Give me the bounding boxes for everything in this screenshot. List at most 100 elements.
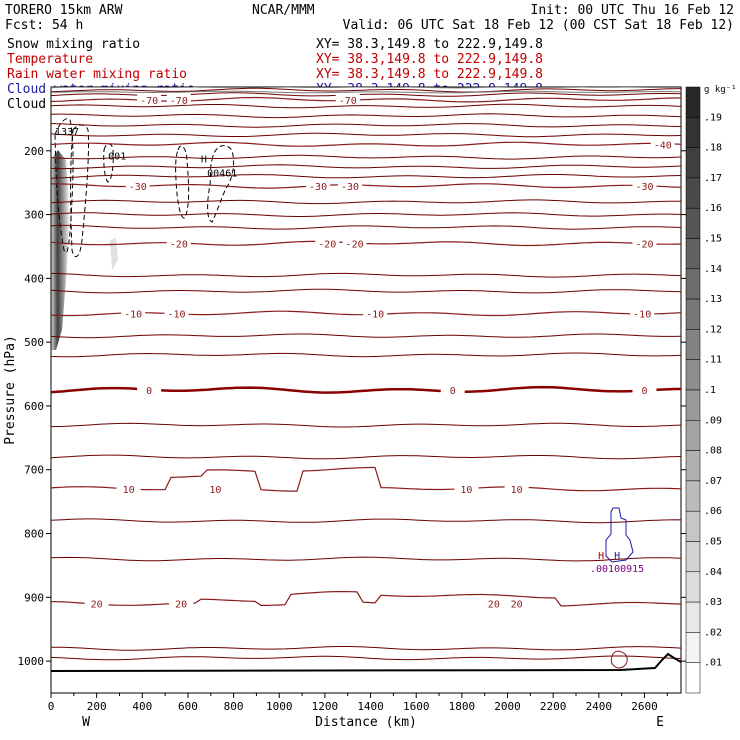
org-label: NCAR/MMM — [252, 3, 315, 18]
contour-label-bg — [454, 482, 479, 494]
contour-label-bg — [166, 93, 191, 105]
thin-isoline — [51, 518, 681, 524]
x-tick-label: 2600 — [631, 700, 658, 713]
snow-shading-minor — [110, 238, 118, 270]
temperature-contour-line — [51, 183, 681, 189]
contour-label-bg — [84, 597, 109, 609]
contour-label: -20 — [346, 239, 364, 250]
colorbar-swatch — [685, 389, 701, 421]
east-label: E — [656, 715, 664, 730]
x-tick-label: 0 — [48, 700, 55, 713]
thin-isoline — [51, 103, 681, 109]
contour-label: -10 — [366, 309, 384, 320]
contour-label: 0 — [146, 386, 152, 397]
contour-label: -30 — [309, 182, 327, 193]
contour-label-bg — [306, 179, 331, 191]
colorbar-swatch — [685, 147, 701, 179]
colorbar-swatch — [685, 510, 701, 542]
contour-label: 0 — [641, 386, 647, 397]
contour-label: -10 — [168, 309, 186, 320]
contour-label: -30 — [129, 182, 147, 193]
contour-label: 10 — [460, 485, 472, 496]
legend-item-xy: XY= 38.3,149.8 to 222.9,149.8 — [316, 67, 543, 82]
rain-contour — [610, 650, 628, 669]
contour-label-bg — [342, 237, 367, 249]
contour-label: -30 — [341, 182, 359, 193]
upper-level-lines — [51, 87, 681, 94]
colorbar-tick-label: .03 — [704, 597, 722, 608]
temperature-contour-line — [51, 466, 681, 492]
contour-label: -20 — [318, 239, 336, 250]
contour-label-bg — [121, 307, 146, 319]
colorbar-swatch — [685, 207, 701, 239]
colorbar-tick-label: .14 — [704, 264, 722, 275]
west-label: W — [82, 715, 90, 730]
thin-isoline — [51, 174, 681, 179]
x-tick-label: 2200 — [540, 700, 567, 713]
contour-label: 20 — [511, 600, 523, 611]
thin-isolines — [51, 87, 681, 661]
thin-isoline — [51, 123, 681, 128]
contour-label-bg — [363, 307, 388, 319]
y-tick-label: 700 — [24, 464, 44, 477]
upper-grey-line — [51, 90, 681, 94]
thin-isoline — [51, 454, 681, 460]
field-annotation: H — [614, 551, 620, 562]
valid-time: Valid: 06 UTC Sat 18 Feb 12 (00 CST Sat … — [343, 18, 734, 33]
x-tick-label: 1800 — [449, 700, 476, 713]
colorbar-tick-label: .11 — [704, 355, 722, 366]
x-tick-label: 400 — [132, 700, 152, 713]
cloud-ice-contour-4 — [175, 145, 190, 219]
y-axis-label: Pressure (hPa) — [3, 335, 18, 445]
x-tick-label: 1200 — [312, 700, 339, 713]
legend-item-name: Snow mixing ratio — [7, 37, 140, 52]
colorbar-tick-label: .02 — [704, 627, 722, 638]
thin-isoline — [51, 164, 681, 170]
contour-label-bg — [137, 93, 162, 105]
thin-isoline — [51, 87, 681, 93]
thin-isoline — [51, 288, 681, 294]
contour-label: -10 — [124, 309, 142, 320]
colorbar-swatch — [685, 359, 701, 391]
cloud-ice-contour-1 — [54, 118, 74, 253]
legend-item-xy: XY= 38.3,149.8 to 222.9,149.8 — [316, 52, 543, 67]
colorbar-swatch — [685, 662, 701, 694]
contour-label: -20 — [635, 239, 653, 250]
x-tick-label: 200 — [87, 700, 107, 713]
colorbar: g kg⁻¹ .19 .18 .17 .16 .15 .14 .13 .12 .11 .1 .09.… — [685, 85, 737, 694]
colorbar-tick-label: .1 — [704, 385, 716, 396]
contour-label-bg — [650, 138, 675, 150]
contour-label: 0 — [450, 386, 456, 397]
colorbar-swatch — [685, 632, 701, 663]
x-tick-label: 1000 — [266, 700, 293, 713]
colorbar-tick-label: .19 — [704, 112, 722, 123]
colorbar-tick-label: .04 — [704, 567, 722, 578]
colorbar-tick-label: .06 — [704, 506, 722, 517]
thin-isoline — [51, 113, 681, 119]
temperature-contours: -70 -70 -70 -40 -30 -30 -30 -30 -20 -20 -20 -20 -10 -… — [51, 93, 681, 611]
contour-label-bg — [630, 307, 655, 319]
contour-label: 20 — [488, 600, 500, 611]
cloud-ice-contour-5 — [207, 145, 235, 223]
contour-label-bg — [504, 482, 529, 494]
colorbar-swatch — [685, 571, 701, 603]
field-annotation: 1337 — [55, 127, 79, 138]
contour-label: 20 — [175, 600, 187, 611]
contour-label: -70 — [339, 96, 357, 107]
contour-label: -70 — [140, 96, 158, 107]
forecast-hour: Fcst: 54 h — [5, 18, 83, 33]
temperature-contour-line — [51, 590, 681, 607]
colorbar-swatch — [685, 177, 701, 209]
y-tick-label: 200 — [24, 145, 44, 158]
contour-label-bg — [166, 237, 191, 249]
colorbar-swatch — [685, 298, 701, 330]
contour-label-bg — [632, 237, 657, 249]
colorbar-swatch — [685, 420, 701, 451]
x-tick-label: 1400 — [357, 700, 384, 713]
thin-isoline — [51, 352, 681, 358]
colorbar-swatch — [685, 238, 701, 270]
thin-isoline — [51, 272, 681, 278]
colorbar-swatch — [685, 601, 701, 633]
contour-label-bg — [632, 179, 657, 191]
contour-label: 10 — [511, 485, 523, 496]
